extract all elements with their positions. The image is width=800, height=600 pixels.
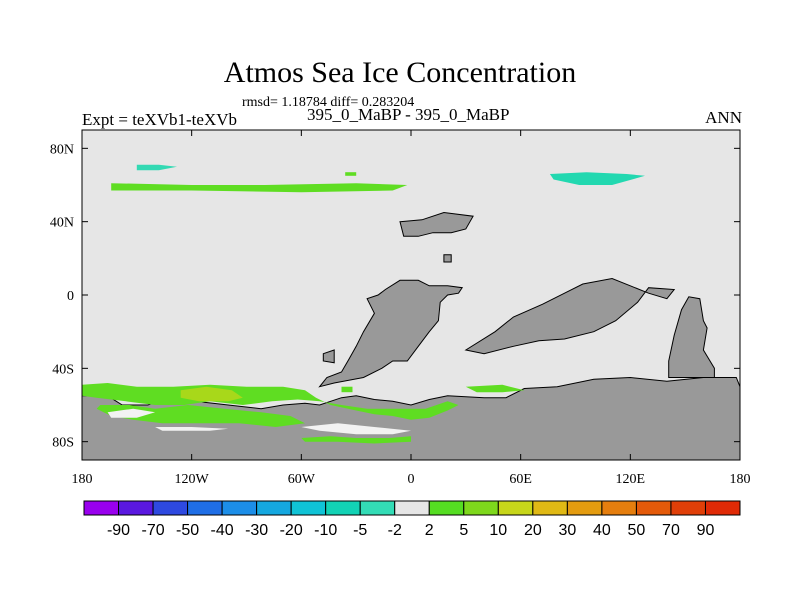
colorbar-label-17: 90 bbox=[697, 522, 715, 539]
season-label: ANN bbox=[705, 108, 742, 127]
chart-subtitle: 395_0_MaBP - 395_0_MaBP bbox=[307, 105, 510, 124]
colorbar-label-6: -10 bbox=[314, 522, 337, 539]
colorbar: -90 -70 -50 -40 -30 -20 -10 -5 -2 2 5 10 20 30 40 50 70 9… bbox=[83, 500, 741, 539]
ice-anomaly-region-8 bbox=[180, 386, 243, 402]
ice-anomaly-region-19 bbox=[155, 427, 229, 431]
land-region-6 bbox=[443, 254, 452, 263]
colorbar-swatch-1 bbox=[118, 500, 154, 516]
rmsd-diff-stats: rmsd= 1.18784 diff= 0.283204 bbox=[242, 95, 415, 110]
colorbar-label-11: 10 bbox=[489, 522, 507, 539]
ice-anomaly-region-7 bbox=[82, 383, 459, 420]
x-tick-label-3: 0 bbox=[408, 472, 415, 487]
chart-title: Atmos Sea Ice Concentration bbox=[223, 56, 577, 89]
colorbar-swatch-0 bbox=[83, 500, 120, 516]
colorbar-swatch-8 bbox=[359, 500, 396, 516]
x-tick-label-2: 60W bbox=[288, 472, 316, 487]
colorbar-swatch-16 bbox=[635, 500, 672, 516]
colorbar-swatch-14 bbox=[566, 500, 603, 516]
x-tick-label-5: 120E bbox=[616, 472, 646, 487]
colorbar-label-7: -5 bbox=[353, 522, 367, 539]
colorbar-swatch-10 bbox=[428, 500, 465, 516]
x-tick-label-4: 60E bbox=[509, 472, 532, 487]
y-tick-label-4: 80S bbox=[52, 436, 74, 451]
map-features bbox=[82, 164, 740, 460]
ice-anomaly-region-16 bbox=[549, 172, 645, 185]
colorbar-swatch-12 bbox=[497, 500, 534, 516]
ice-anomaly-region-17 bbox=[107, 408, 156, 418]
land-region-1 bbox=[318, 279, 464, 388]
ice-anomaly-region-9 bbox=[96, 405, 305, 427]
y-tick-label-3: 40S bbox=[52, 362, 74, 377]
ice-anomaly-region-10 bbox=[301, 436, 411, 444]
y-tick-label-2: 0 bbox=[67, 289, 74, 304]
colorbar-label-3: -40 bbox=[211, 522, 234, 539]
land-region-4 bbox=[464, 277, 676, 355]
colorbar-swatch-3 bbox=[187, 500, 223, 516]
land-region-3 bbox=[399, 211, 474, 237]
ice-anomaly-region-11 bbox=[341, 386, 353, 393]
colorbar-label-13: 30 bbox=[558, 522, 576, 539]
colorbar-label-0: -90 bbox=[107, 522, 130, 539]
x-tick-label-6: 180 bbox=[730, 472, 751, 487]
colorbar-label-15: 50 bbox=[628, 522, 646, 539]
ice-anomaly-region-13 bbox=[111, 183, 408, 193]
x-tick-label-1: 120W bbox=[175, 472, 210, 487]
x-tick-label-0: 180 bbox=[72, 472, 93, 487]
colorbar-label-9: 2 bbox=[425, 522, 434, 539]
land-region-5 bbox=[668, 296, 715, 378]
y-tick-label-0: 80N bbox=[50, 142, 74, 157]
colorbar-swatch-13 bbox=[532, 500, 568, 516]
colorbar-swatch-4 bbox=[221, 500, 258, 516]
colorbar-label-16: 70 bbox=[662, 522, 680, 539]
colorbar-swatch-9 bbox=[394, 500, 430, 516]
colorbar-swatch-17 bbox=[670, 500, 706, 516]
axis-ticks: 180 120W 60W 0 60E 120E 180 80N 40N 0 40S 80S bbox=[50, 130, 751, 487]
colorbar-label-8: -2 bbox=[388, 522, 402, 539]
colorbar-label-4: -30 bbox=[245, 522, 268, 539]
colorbar-label-14: 40 bbox=[593, 522, 611, 539]
land-region-2 bbox=[322, 349, 335, 364]
colorbar-swatch-5 bbox=[256, 500, 292, 516]
colorbar-label-12: 20 bbox=[524, 522, 542, 539]
colorbar-label-1: -70 bbox=[141, 522, 164, 539]
colorbar-swatch-7 bbox=[325, 500, 361, 516]
colorbar-swatch-18 bbox=[704, 500, 741, 516]
colorbar-label-5: -20 bbox=[280, 522, 303, 539]
colorbar-swatch-11 bbox=[463, 500, 499, 516]
colorbar-swatch-2 bbox=[152, 500, 189, 516]
experiment-label: Expt = teXVb1-teXVb bbox=[82, 110, 238, 129]
colorbar-label-10: 5 bbox=[459, 522, 468, 539]
colorbar-swatch-6 bbox=[290, 500, 327, 516]
colorbar-label-2: -50 bbox=[176, 522, 199, 539]
ice-anomaly-region-14 bbox=[136, 164, 177, 171]
ice-anomaly-region-18 bbox=[301, 423, 411, 435]
ice-anomaly-region-15 bbox=[345, 172, 357, 176]
colorbar-swatch-15 bbox=[601, 500, 637, 516]
y-tick-label-1: 40N bbox=[50, 216, 74, 231]
ice-anomaly-region-12 bbox=[465, 384, 525, 393]
